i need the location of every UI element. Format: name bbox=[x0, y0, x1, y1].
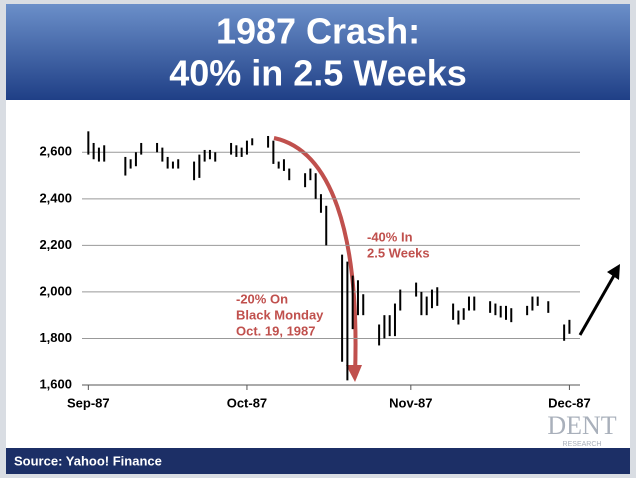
trend-arrow-head bbox=[607, 264, 620, 280]
annotation: -20% On bbox=[236, 291, 288, 306]
y-tick-label: 2,200 bbox=[39, 237, 72, 252]
arrow-curve bbox=[273, 136, 358, 376]
plot-background bbox=[6, 100, 630, 448]
x-tick-label: Oct-87 bbox=[227, 395, 267, 410]
source: Source: Yahoo! Finance bbox=[14, 453, 162, 468]
y-tick-label: 1,600 bbox=[39, 376, 72, 391]
annotation: 2.5 Weeks bbox=[367, 245, 430, 260]
title-line: 1987 Crash: bbox=[216, 11, 420, 52]
y-tick-label: 2,600 bbox=[39, 144, 72, 159]
y-tick-label: 1,800 bbox=[39, 330, 72, 345]
x-tick-label: Sep-87 bbox=[67, 395, 110, 410]
annotation: Oct. 19, 1987 bbox=[236, 323, 316, 338]
logo-sub: RESEARCH bbox=[563, 441, 602, 448]
footer-band bbox=[6, 448, 630, 474]
annotation: Black Monday bbox=[236, 307, 324, 322]
x-tick-label: Dec-87 bbox=[548, 395, 591, 410]
annotation: -40% In bbox=[367, 229, 413, 244]
header-band bbox=[6, 4, 630, 100]
x-tick-label: Nov-87 bbox=[389, 395, 432, 410]
y-tick-label: 2,400 bbox=[39, 190, 72, 205]
y-tick-label: 2,000 bbox=[39, 283, 72, 298]
logo: DENT bbox=[547, 411, 616, 440]
title-line: 40% in 2.5 Weeks bbox=[169, 53, 467, 94]
arrow-head bbox=[346, 365, 362, 382]
trend-arrow bbox=[578, 271, 618, 336]
